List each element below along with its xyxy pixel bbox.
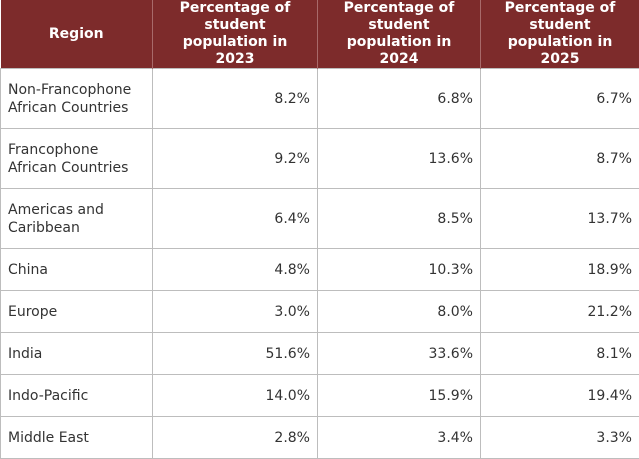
value-cell: 9.2%	[153, 129, 318, 189]
value-cell: 8.5%	[318, 189, 481, 249]
header-text: Region	[49, 26, 104, 43]
value-cell: 33.6%	[318, 333, 481, 375]
value-cell: 6.8%	[318, 69, 481, 129]
header-cell: Percentage of student population in 2023	[153, 0, 318, 69]
region-cell: Non-Francophone African Countries	[1, 69, 153, 129]
region-cell: China	[1, 249, 153, 291]
value-cell: 6.4%	[153, 189, 318, 249]
header-text: Percentage of student population in 2024	[335, 0, 463, 68]
value-cell: 13.6%	[318, 129, 481, 189]
region-cell: Europe	[1, 291, 153, 333]
value-cell: 18.9%	[481, 249, 639, 291]
value-cell: 8.1%	[481, 333, 639, 375]
value-cell: 21.2%	[481, 291, 639, 333]
value-cell: 6.7%	[481, 69, 639, 129]
value-cell: 8.2%	[153, 69, 318, 129]
value-cell: 8.0%	[318, 291, 481, 333]
header-cell: Percentage of student population in 2025	[481, 0, 639, 69]
header-cell: Percentage of student population in 2024	[318, 0, 481, 69]
value-cell: 8.7%	[481, 129, 639, 189]
page: Region Percentage of student population i…	[0, 0, 639, 448]
value-cell: 4.8%	[153, 249, 318, 291]
value-cell: 10.3%	[318, 249, 481, 291]
region-cell: Americas and Caribbean	[1, 189, 153, 249]
value-cell: 3.0%	[153, 291, 318, 333]
region-cell: Indo-Pacific	[1, 375, 153, 417]
region-cell: Middle East	[1, 417, 153, 459]
header-text: Percentage of student population in 2025	[496, 0, 624, 68]
header-text: Percentage of student population in 2023	[171, 0, 299, 68]
value-cell: 13.7%	[481, 189, 639, 249]
value-cell: 3.4%	[318, 417, 481, 459]
region-cell: India	[1, 333, 153, 375]
value-cell: 19.4%	[481, 375, 639, 417]
value-cell: 15.9%	[318, 375, 481, 417]
region-cell: Francophone African Countries	[1, 129, 153, 189]
value-cell: 2.8%	[153, 417, 318, 459]
value-cell: 14.0%	[153, 375, 318, 417]
value-cell: 3.3%	[481, 417, 639, 459]
header-cell: Region	[1, 0, 153, 69]
header-row: Region Percentage of student population i…	[1, 0, 639, 69]
value-cell: 51.6%	[153, 333, 318, 375]
